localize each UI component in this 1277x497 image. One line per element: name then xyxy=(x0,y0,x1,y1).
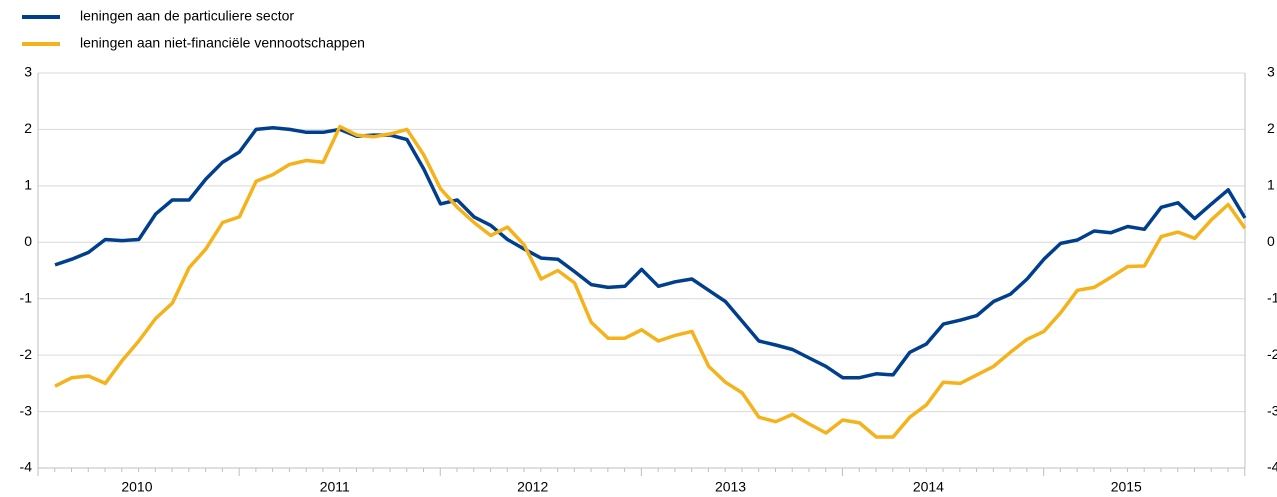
x-tick-label: 2012 xyxy=(517,479,548,495)
y-tick-label: -4 xyxy=(20,459,33,475)
y2-tick-label: -1 xyxy=(1267,289,1277,305)
y-tick-label: 3 xyxy=(24,64,32,80)
y2-tick-label: 2 xyxy=(1267,120,1275,136)
x-tick-label: 2013 xyxy=(715,479,746,495)
series-line xyxy=(54,125,1247,380)
x-tick-label: 2011 xyxy=(320,479,350,495)
y-tick-label: 2 xyxy=(24,120,32,136)
y2-tick-label: -2 xyxy=(1267,346,1277,362)
y-tick-label: -2 xyxy=(20,346,33,362)
y-tick-label: 0 xyxy=(24,233,32,249)
y2-tick-label: 0 xyxy=(1267,233,1275,249)
y2-tick-label: -4 xyxy=(1267,459,1277,475)
x-tick-label: 2014 xyxy=(913,479,944,495)
y-tick-label: -3 xyxy=(20,402,33,418)
series-line xyxy=(54,124,1247,439)
y-tick-label: -1 xyxy=(20,289,33,305)
x-tick-label: 2015 xyxy=(1111,479,1142,495)
legend-label: leningen aan niet-financiële vennootscha… xyxy=(80,35,365,51)
y2-tick-label: -3 xyxy=(1267,402,1277,418)
y2-tick-label: 3 xyxy=(1267,64,1275,80)
x-tick-label: 2010 xyxy=(121,479,152,495)
y2-tick-label: 1 xyxy=(1267,177,1275,193)
legend-label: leningen aan de particuliere sector xyxy=(80,8,294,24)
y-tick-label: 1 xyxy=(24,177,32,193)
